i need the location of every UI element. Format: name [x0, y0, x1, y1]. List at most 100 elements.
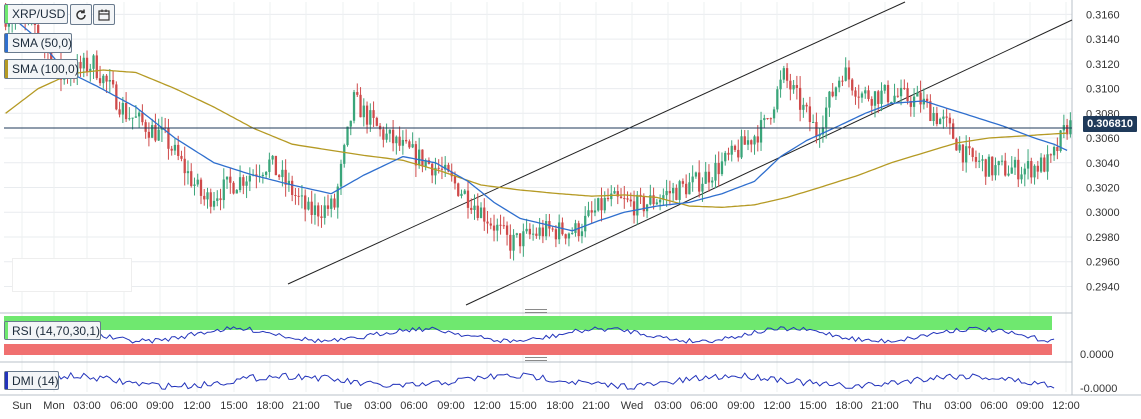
candle-body: [818, 134, 821, 137]
candle-body: [336, 186, 339, 208]
symbol-label[interactable]: XRP/USD: [4, 4, 68, 24]
candle-body: [675, 187, 678, 200]
candle-body: [95, 55, 98, 79]
candle-body: [85, 57, 89, 72]
pane-resize-handle-2[interactable]: [525, 357, 547, 361]
candle-body: [750, 140, 753, 145]
candle-body: [610, 193, 613, 200]
time-tick-label: 12:00: [473, 400, 501, 412]
candle-body: [522, 231, 525, 247]
candle-body: [1043, 157, 1046, 172]
time-tick-label: 15:00: [799, 400, 827, 412]
candle-body: [418, 149, 421, 166]
candle-body: [391, 129, 395, 144]
candle-body: [128, 118, 131, 120]
time-tick-label: 06:00: [980, 400, 1008, 412]
time-tick-label: 03:00: [654, 400, 682, 412]
time-tick-label: 21:00: [871, 400, 899, 412]
candle-body: [528, 228, 531, 235]
sma100-label: SMA (100,0): [12, 62, 79, 76]
price-tick-label: 0.3040: [1086, 158, 1120, 170]
candle-body: [447, 164, 450, 172]
candle-body: [968, 146, 971, 149]
candle-body: [264, 171, 268, 175]
candle-body: [466, 190, 470, 208]
candle-body: [864, 90, 867, 94]
candle-body: [782, 68, 785, 80]
pane-resize-handle-1[interactable]: [525, 309, 547, 313]
sma50-swatch: [5, 34, 8, 52]
candle-body: [678, 181, 681, 200]
channel-upper-line: [287, 1, 906, 285]
candle-body: [938, 118, 942, 125]
candle-body: [160, 127, 164, 130]
price-tick-label: 0.3100: [1086, 84, 1120, 96]
candle-body: [281, 169, 284, 178]
candle-body: [955, 138, 958, 151]
candle-body: [831, 91, 834, 97]
time-tick-label: 09:00: [146, 400, 174, 412]
candle-body: [476, 205, 479, 218]
candle-body: [470, 207, 473, 211]
candle-body: [554, 229, 558, 240]
candle-body: [225, 176, 229, 180]
candle-body: [147, 131, 151, 138]
candle-body: [108, 80, 111, 82]
candle-body: [671, 187, 675, 194]
time-tick-label: 09:00: [437, 400, 465, 412]
price-tick-label: 0.3000: [1086, 207, 1120, 219]
candle-body: [961, 144, 965, 163]
price-tick-label: 0.2940: [1086, 281, 1120, 293]
candle-body: [144, 122, 147, 132]
candle-body: [463, 190, 466, 194]
candle-body: [756, 136, 759, 143]
candle-body: [525, 228, 528, 232]
candle-body: [1052, 147, 1056, 156]
candle-body: [808, 106, 812, 123]
candle-body: [512, 234, 515, 251]
dmi-axis-label: -0.0000: [1080, 383, 1117, 395]
candle-body: [313, 205, 317, 215]
time-tick-label: 03:00: [73, 400, 101, 412]
time-tick-label: 03:00: [944, 400, 972, 412]
candle-body: [655, 202, 658, 205]
dmi-legend[interactable]: DMI (14): [4, 371, 59, 390]
sma100-legend[interactable]: SMA (100,0): [4, 59, 79, 79]
candle-body: [232, 182, 235, 194]
candle-body: [1046, 154, 1049, 172]
candle-body: [616, 191, 619, 197]
rsi-axis-label: 0.0000: [1080, 349, 1114, 361]
candle-body: [1004, 160, 1007, 176]
candle-body: [121, 102, 124, 115]
rsi-legend[interactable]: RSI (14,70,30,1): [4, 321, 101, 340]
candle-body: [365, 105, 369, 125]
candle-body: [714, 162, 717, 181]
candle-body: [711, 180, 714, 183]
candle-body: [704, 171, 707, 184]
candle-body: [274, 155, 278, 176]
refresh-button[interactable]: [70, 4, 92, 25]
candle-body: [577, 223, 580, 237]
candle-body: [349, 120, 352, 127]
candle-body: [984, 159, 987, 177]
candle-body: [496, 224, 499, 231]
rsi-label: RSI (14,70,30,1): [12, 323, 101, 338]
candle-body: [929, 101, 932, 122]
sma50-legend[interactable]: SMA (50,0): [4, 33, 72, 53]
candle-body: [131, 117, 134, 119]
time-tick-label: 12:00: [183, 400, 211, 412]
candle-body: [893, 95, 896, 103]
calendar-button[interactable]: [93, 4, 115, 25]
candle-body: [284, 169, 287, 185]
candle-body: [203, 195, 206, 200]
candle-body: [727, 152, 730, 155]
candle-body: [111, 80, 115, 85]
candle-body: [994, 165, 997, 176]
candle-body: [834, 87, 838, 97]
candle-body: [812, 122, 815, 124]
candle-body: [916, 92, 919, 97]
candle-body: [580, 231, 584, 237]
time-tick-label: 06:00: [690, 400, 718, 412]
candle-body: [1010, 167, 1013, 174]
candle-body: [574, 223, 577, 233]
